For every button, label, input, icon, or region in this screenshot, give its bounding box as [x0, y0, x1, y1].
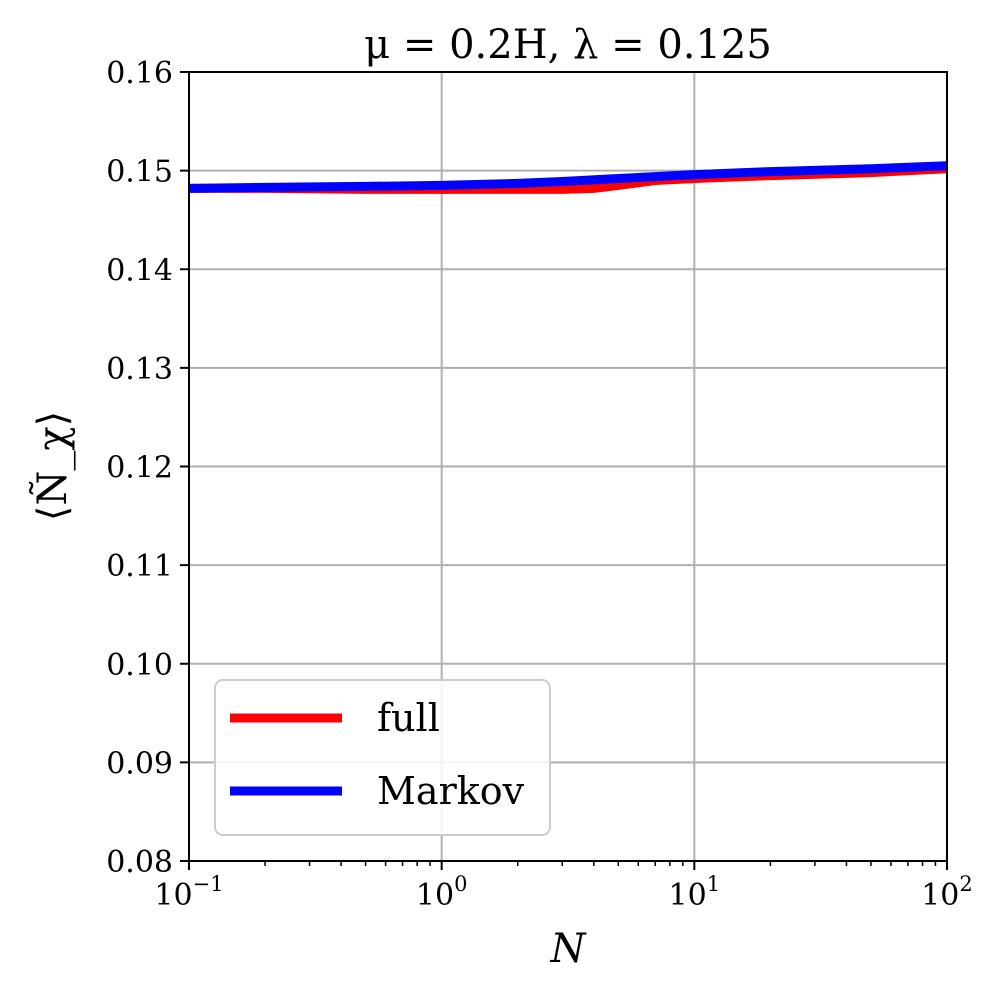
- y-tick-label: 0.12: [106, 451, 173, 486]
- axis-ticks: [180, 71, 948, 870]
- y-axis-label: ⟨Ñ_χ⟩: [29, 411, 76, 521]
- series-line-markov: [188, 161, 948, 193]
- tick-labels: 0.080.090.100.110.120.130.140.150.1610−1…: [106, 56, 973, 913]
- y-tick-label: 0.11: [106, 549, 173, 584]
- y-tick-label: 0.16: [106, 56, 173, 91]
- y-tick-label: 0.13: [106, 352, 173, 387]
- y-tick-label: 0.10: [106, 648, 173, 683]
- y-tick-label: 0.15: [106, 155, 173, 190]
- legend-label-full: full: [377, 696, 440, 740]
- legend-label-markov: Markov: [377, 769, 525, 813]
- plot-series: [188, 161, 948, 194]
- legend: full Markov: [214, 679, 551, 836]
- y-tick-label: 0.08: [106, 845, 173, 880]
- y-tick-label: 0.09: [106, 746, 173, 781]
- x-axis-label: N: [550, 926, 588, 972]
- y-tick-label: 0.14: [106, 253, 173, 288]
- chart-title: μ = 0.2H, λ = 0.125: [364, 22, 772, 68]
